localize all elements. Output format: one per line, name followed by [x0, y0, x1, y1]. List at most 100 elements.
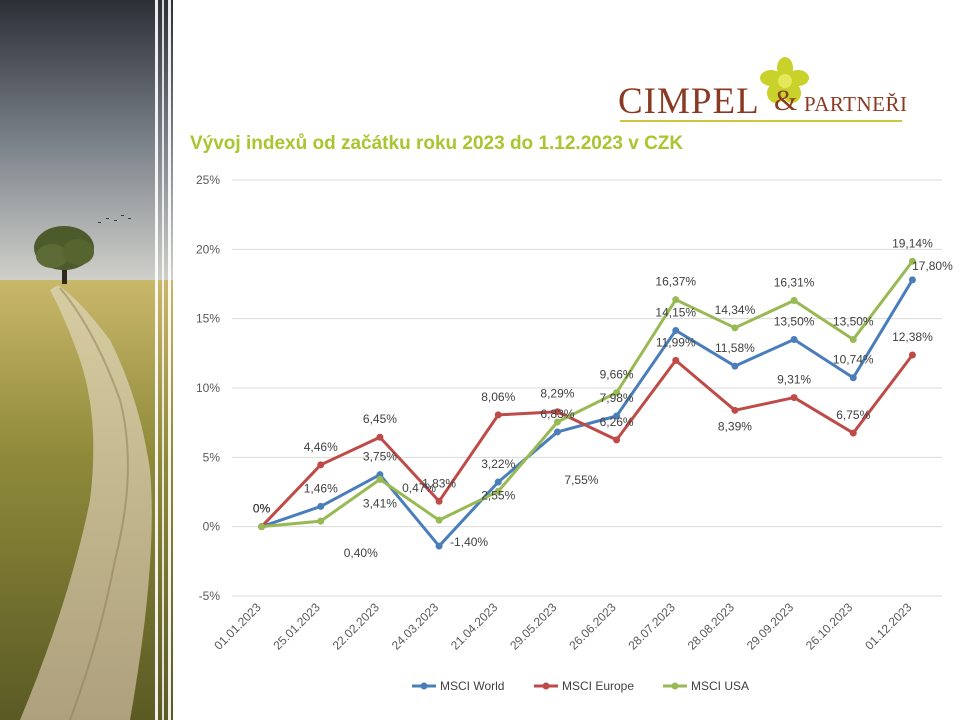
data-point [317, 502, 325, 510]
data-point [790, 394, 798, 402]
data-point [494, 487, 502, 495]
data-label: 6,83% [540, 407, 574, 421]
data-label: 6,75% [836, 408, 870, 422]
legend-marker [542, 682, 550, 690]
data-point [553, 428, 561, 436]
y-tick-label: 20% [196, 242, 220, 256]
data-label: 3,22% [481, 457, 515, 471]
legend-label: MSCI USA [691, 679, 749, 693]
data-label: 12,38% [892, 330, 933, 344]
y-tick-label: -5% [199, 589, 221, 603]
data-label: 0,47% [402, 481, 436, 495]
data-point [731, 362, 739, 370]
data-label: 3,75% [363, 450, 397, 464]
data-point [908, 257, 916, 265]
data-point [849, 429, 857, 437]
data-label: 11,58% [715, 341, 755, 355]
data-label: 17,80% [912, 259, 953, 273]
data-point [731, 324, 739, 332]
logo-underline [620, 120, 902, 122]
data-label: 0,40% [344, 546, 378, 560]
data-point [672, 326, 680, 334]
logo-flower-icon [760, 57, 809, 103]
logo-subtext: PARTNEŘI [804, 92, 908, 116]
series-line [261, 279, 914, 548]
data-point [672, 296, 680, 304]
x-tick-label: 22.02.2023 [330, 600, 383, 653]
data-point [376, 433, 384, 441]
data-point [908, 276, 916, 284]
x-tick-label: 29.09.2023 [744, 600, 797, 653]
chart-title: Vývoj indexů od začátku roku 2023 do 1.1… [190, 133, 684, 154]
data-label: 16,37% [655, 275, 696, 289]
legend-marker [671, 682, 679, 690]
data-label: 11,99% [656, 335, 696, 349]
legend-label: MSCI World [440, 679, 504, 693]
data-point [613, 412, 621, 420]
data-label: 13,50% [774, 314, 815, 328]
data-label: 19,14% [892, 236, 933, 250]
data-point [849, 335, 857, 343]
data-label: -1,40% [450, 535, 488, 549]
x-tick-label: 21.04.2023 [448, 600, 501, 653]
data-label: 1,83% [422, 476, 456, 490]
data-label: 14,34% [715, 303, 756, 317]
logo-text: CIMPEL [618, 81, 760, 122]
x-tick-label: 24.03.2023 [389, 600, 442, 653]
x-tick-label: 01.01.2023 [211, 600, 264, 653]
legend-label: MSCI Europe [562, 679, 634, 693]
data-label: 8,39% [718, 419, 752, 433]
data-label: 4,46% [304, 440, 338, 454]
company-logo: CIMPEL & PARTNEŘI [618, 57, 908, 124]
data-label: 1,46% [304, 481, 338, 495]
x-tick-label: 26.06.2023 [566, 600, 619, 653]
data-label: 0% [253, 502, 271, 516]
data-point [790, 297, 798, 305]
data-label: 7,55% [564, 473, 598, 487]
data-label: 3,41% [363, 496, 397, 510]
data-point [435, 516, 443, 524]
series-line [260, 354, 914, 528]
x-tick-label: 26.10.2023 [803, 600, 856, 653]
data-label: 6,26% [600, 415, 634, 429]
data-point [790, 335, 798, 343]
data-point [908, 351, 916, 359]
data-point [613, 436, 621, 444]
data-label: 0% [253, 502, 271, 516]
data-label: 16,31% [774, 276, 815, 290]
x-tick-label: 28.08.2023 [685, 600, 738, 653]
data-label: 8,29% [540, 387, 574, 401]
y-tick-label: 5% [203, 450, 221, 464]
data-point [317, 517, 325, 525]
data-label: 13,50% [833, 314, 874, 328]
data-point [672, 356, 680, 364]
data-point [258, 523, 266, 531]
y-tick-label: 15% [196, 312, 220, 326]
series-line [261, 260, 914, 529]
data-point [376, 475, 384, 483]
y-tick-label: 10% [196, 381, 220, 395]
data-label: 8,06% [481, 390, 515, 404]
data-label: 2,55% [481, 488, 515, 502]
data-point [849, 374, 857, 382]
data-point [435, 497, 443, 505]
data-point [613, 389, 621, 397]
x-tick-label: 29.05.2023 [507, 600, 560, 653]
data-point [494, 411, 502, 419]
y-tick-label: 25% [196, 173, 220, 187]
data-label: 9,31% [777, 373, 811, 387]
data-label: 6,45% [363, 412, 397, 426]
data-point [435, 542, 443, 550]
data-point [494, 478, 502, 486]
x-tick-label: 01.12.2023 [862, 600, 915, 653]
x-tick-label: 25.01.2023 [271, 600, 324, 653]
logo-ampersand: & [774, 84, 798, 117]
data-label: 7,98% [600, 391, 634, 405]
data-label: 0% [253, 502, 271, 516]
data-label: 10,74% [833, 353, 874, 367]
data-point [731, 406, 739, 414]
legend-marker [420, 682, 428, 690]
data-label: 9,66% [600, 368, 634, 382]
line-chart: -5% 0% 5% 10% 15% 20% 25% 01.01.2023 25.01.2023… [196, 173, 953, 693]
data-point [553, 418, 561, 426]
